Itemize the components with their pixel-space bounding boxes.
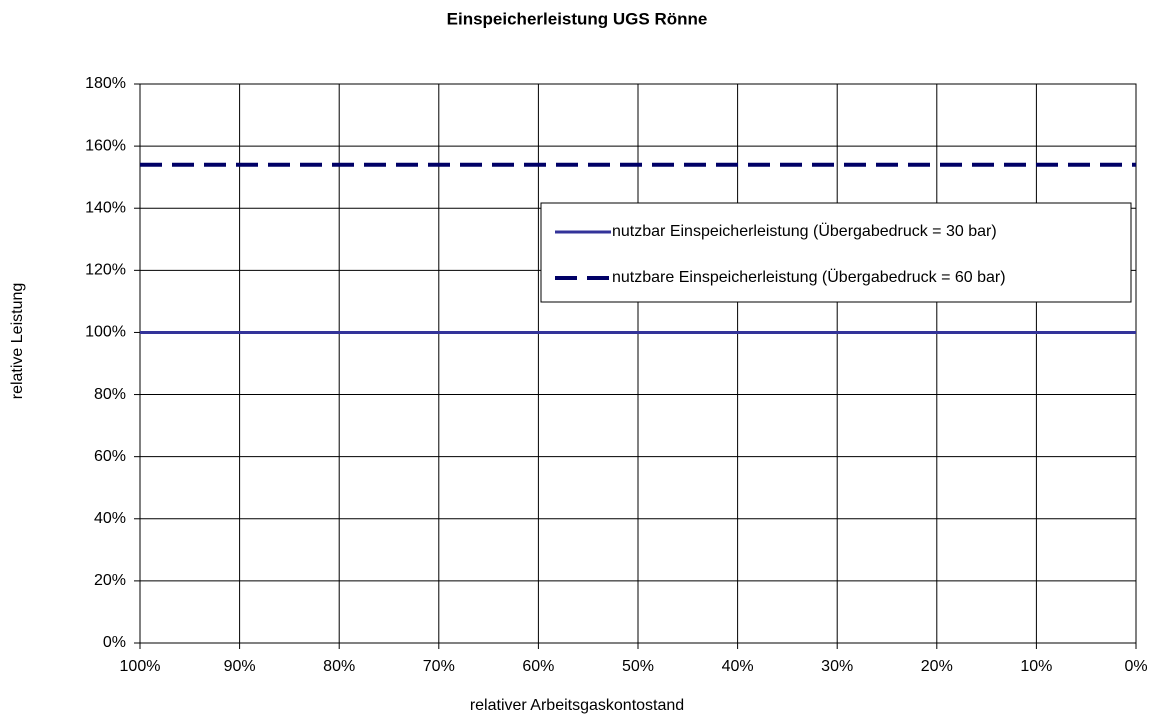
y-tick-label: 40%	[94, 510, 126, 527]
x-tick-label: 90%	[224, 658, 256, 675]
x-tick-label: 60%	[522, 658, 554, 675]
y-tick-label: 0%	[103, 634, 126, 651]
y-tick-label: 140%	[85, 199, 126, 216]
y-axis-label: relative Leistung	[9, 283, 26, 400]
chart-title: Einspeicherleistung UGS Rönne	[447, 9, 708, 28]
x-tick-label: 80%	[323, 658, 355, 675]
x-tick-label: 70%	[423, 658, 455, 675]
x-tick-label: 30%	[821, 658, 853, 675]
x-tick-label: 100%	[120, 658, 161, 675]
legend-label: nutzbare Einspeicherleistung (Übergabedr…	[612, 268, 1006, 286]
x-tick-label: 50%	[622, 658, 654, 675]
y-tick-label: 180%	[85, 75, 126, 92]
x-tick-label: 0%	[1124, 658, 1147, 675]
y-tick-label: 160%	[85, 137, 126, 154]
legend-label: nutzbar Einspeicherleistung (Übergabedru…	[612, 222, 997, 240]
y-tick-label: 60%	[94, 448, 126, 465]
x-axis-label: relativer Arbeitsgaskontostand	[470, 697, 684, 714]
x-tick-label: 20%	[921, 658, 953, 675]
x-tick-label: 40%	[722, 658, 754, 675]
y-tick-label: 100%	[85, 324, 126, 341]
legend-box	[540, 202, 1132, 303]
y-tick-label: 120%	[85, 262, 126, 279]
x-tick-label: 10%	[1020, 658, 1052, 675]
y-tick-label: 20%	[94, 572, 126, 589]
y-tick-label: 80%	[94, 386, 126, 403]
